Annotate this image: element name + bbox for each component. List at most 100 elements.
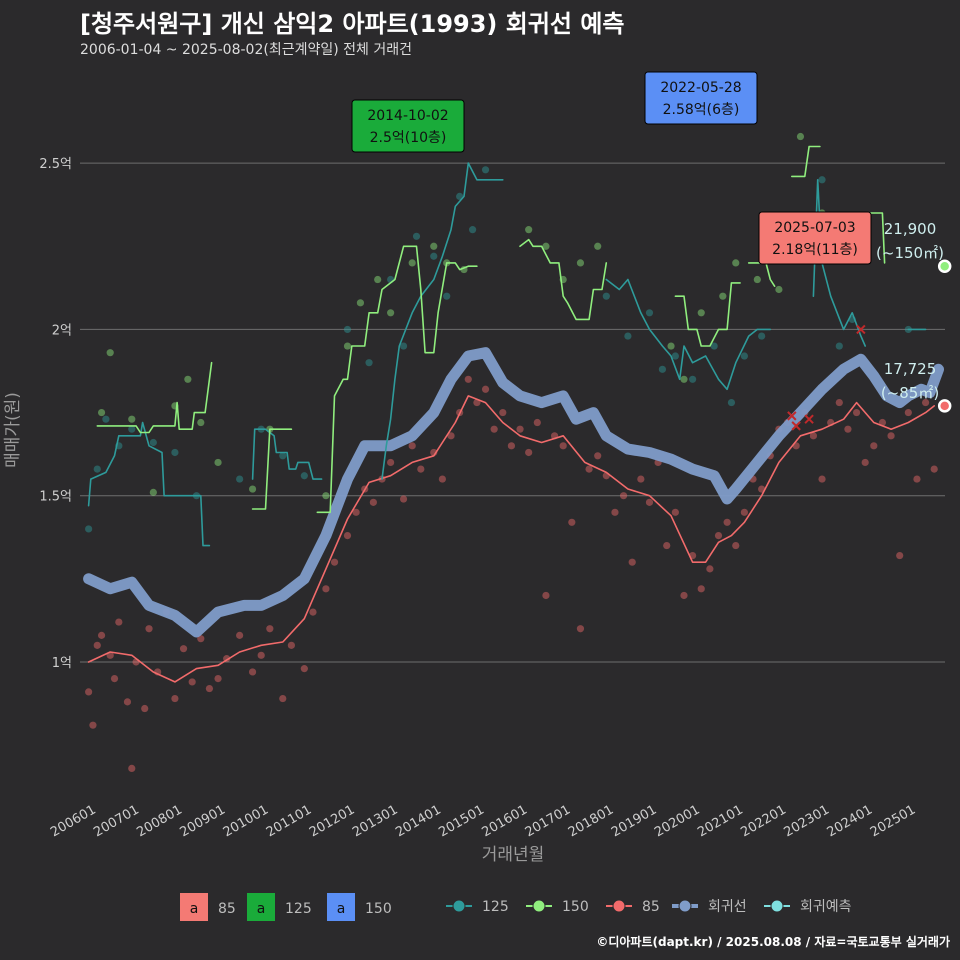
series-lines [83, 145, 944, 683]
scatter-point-85 [352, 508, 360, 516]
legend: a 85 a 125 a 150 125 150 85 회귀선 회귀예측 [180, 893, 852, 921]
scatter-point-150 [387, 309, 395, 317]
scatter-point-85 [279, 694, 287, 703]
scatter-point-85 [740, 508, 748, 516]
scatter-point-85 [525, 448, 533, 457]
scatter-point-85 [322, 585, 330, 593]
chart-title: [청주서원구] 개신 삼익2 아파트(1993) 회귀선 예측 [80, 10, 625, 38]
scatter-point-125 [430, 252, 438, 260]
scatter-point-85 [236, 631, 244, 639]
x-tick-label: 201401 [393, 802, 443, 840]
series-line-회귀선 [83, 347, 944, 638]
scatter-point-85 [387, 458, 395, 467]
legend-dot-150 [532, 899, 546, 913]
scatter-point-85 [611, 508, 619, 516]
callout-layer: 2014-10-02 2.5억(10층) 2022-05-28 2.58억(6층) 20… [351, 71, 872, 265]
callout-price: 2.18억(11층) [772, 242, 858, 258]
scatter-point-125 [468, 226, 477, 234]
scatter-point-125 [365, 359, 373, 367]
scatter-point-85 [300, 665, 308, 673]
scatter-point-85 [369, 498, 377, 506]
scatter-point-85 [417, 465, 425, 473]
scatter-point-125 [300, 472, 308, 480]
scatter-point-85 [516, 425, 524, 433]
x-tick-label: 202201 [738, 802, 788, 840]
x-tick-label: 200801 [134, 802, 184, 840]
y-tick-label: 2억 [52, 323, 72, 338]
scatter-point-85 [507, 442, 516, 450]
scatter-point-85 [145, 625, 153, 633]
scatter-point-85 [576, 625, 585, 633]
scatter-point-85 [714, 532, 723, 540]
scatter-point-125 [624, 332, 632, 340]
scatter-point-125 [645, 309, 654, 317]
scatter-point-125 [412, 232, 421, 240]
scatter-point-85 [568, 518, 576, 526]
scatter-point-150 [680, 375, 688, 383]
scatter-point-85 [594, 452, 602, 460]
scatter-point-85 [671, 508, 679, 516]
x-tick-label: 202301 [782, 802, 832, 840]
scatter-point-125 [399, 342, 408, 350]
scatter-point-85 [115, 618, 123, 626]
scatter-point-85 [835, 398, 843, 407]
scatter-point-85 [844, 425, 852, 433]
scatter-point-125 [171, 448, 179, 457]
end-label-value: 17,725 [884, 360, 937, 378]
x-tick-label: 201501 [436, 802, 486, 840]
scatter-point-85 [619, 492, 628, 500]
scatter-point-125 [710, 342, 718, 350]
scatter-point-85 [896, 551, 904, 560]
source-caption: ©디아파트(dapt.kr) / 2025.08.08 / 자료=국토교통부 실… [596, 935, 950, 949]
scatter-point-85 [89, 721, 97, 729]
series-line-150 [96, 145, 886, 514]
scatter-point-85 [680, 591, 688, 600]
scatter-point-85 [499, 408, 507, 417]
end-label-layer: 21,900 (~150㎡) 17,725 (~85㎡) [876, 220, 944, 402]
scatter-point-85 [248, 668, 257, 676]
scatter-point-85 [861, 458, 869, 467]
scatter-point-85 [188, 678, 196, 686]
scatter-point-85 [438, 475, 446, 483]
scatter-point-125 [481, 166, 490, 174]
scatter-point-150 [796, 132, 805, 141]
scatter-point-85 [179, 645, 188, 653]
scatter-point-85 [559, 442, 567, 450]
scatter-point-150 [775, 285, 783, 294]
x-tick-label: 201801 [566, 802, 616, 840]
scatter-point-150 [374, 275, 382, 284]
scatter-point-85 [723, 518, 731, 526]
end-point [937, 259, 952, 273]
scatter-point-150 [248, 485, 257, 493]
scatter-point-85 [205, 684, 214, 693]
scatter-point-150 [732, 259, 740, 267]
scatter-point-85 [887, 432, 895, 440]
scatter-point-125 [671, 352, 679, 360]
scatter-point-150 [430, 242, 438, 250]
scatter-point-125 [740, 352, 748, 360]
x-tick-label: 201301 [350, 802, 400, 840]
scatter-point-85 [141, 704, 149, 713]
scatter-point-85 [809, 432, 818, 440]
legend-swatch-150 [327, 893, 355, 921]
legend-swatch-letter: a [190, 901, 199, 917]
x-tick-label: 202001 [652, 802, 702, 840]
scatter-point-85 [93, 641, 101, 649]
scatter-point-125 [727, 398, 736, 407]
x-axis-ticks: 2006012007012008012009012010012011012012… [48, 802, 918, 840]
scatter-point-85 [85, 688, 93, 696]
scatter-point-150 [753, 275, 761, 284]
scatter-point-150 [525, 226, 533, 234]
legend-line-label: 회귀선 [708, 899, 747, 915]
y-axis-ticks: 1억 1.5억 2억 2.5억 [39, 157, 72, 671]
x-tick-label: 201901 [609, 802, 659, 840]
scatter-point-85 [706, 565, 714, 573]
scatter-point-85 [637, 475, 645, 483]
scatter-point-150 [356, 299, 365, 307]
end-point [937, 399, 952, 413]
scatter-point-85 [123, 698, 132, 706]
scatter-point-85 [870, 442, 878, 450]
scatter-point-125 [128, 425, 136, 433]
legend-dot-125 [452, 899, 466, 913]
scatter-point-125 [689, 375, 697, 383]
